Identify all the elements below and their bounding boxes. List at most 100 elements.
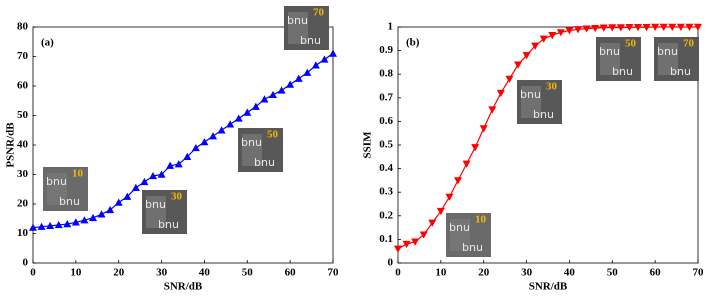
inset-texture: [288, 12, 308, 44]
inset-texture: [146, 196, 166, 228]
data-point: [479, 125, 488, 133]
data-point: [556, 29, 565, 37]
data-point: [234, 114, 243, 122]
data-point: [659, 23, 668, 31]
inset-text: bnu: [287, 14, 308, 27]
inset-number: 70: [683, 38, 695, 50]
data-point: [80, 216, 89, 224]
data-point: [54, 220, 63, 229]
inset-image: 50 bnu bnu: [238, 128, 283, 172]
data-point: [166, 161, 175, 169]
inset-text: bnu: [599, 45, 620, 58]
data-point: [685, 23, 694, 31]
inset-image: 10 bnu bnu: [43, 167, 88, 211]
y-tick-label: 60: [17, 80, 29, 92]
data-point: [514, 61, 522, 69]
data-point: [411, 238, 420, 246]
y-tick-label: 30: [17, 168, 29, 180]
x-tick-label: 10: [435, 267, 447, 279]
data-point: [574, 26, 582, 34]
inset-image: 10 bnu bnu: [446, 213, 491, 257]
data-point: [676, 23, 685, 31]
inset-text: bnu: [145, 198, 166, 211]
inset-text: bnu: [254, 156, 275, 169]
y-tick-label: 0.8: [379, 68, 393, 80]
inset-image: 30 bnu bnu: [517, 80, 562, 124]
data-point: [217, 126, 226, 134]
data-point: [243, 108, 252, 116]
data-point: [565, 27, 574, 35]
y-tick-label: 0.4: [379, 162, 393, 174]
data-point: [286, 80, 295, 88]
y-tick-label: 0.2: [379, 209, 393, 221]
inset-text: bnu: [520, 88, 541, 101]
panel-label: (a): [41, 37, 54, 49]
inset-texture: [450, 219, 470, 251]
x-axis-label: SNR/dB: [529, 281, 568, 293]
inset-number: 10: [72, 168, 84, 180]
x-tick-label: 70: [328, 267, 340, 279]
y-tick-label: 0.9: [379, 44, 393, 56]
data-point: [277, 86, 286, 94]
y-tick-label: 0: [388, 257, 394, 269]
data-point: [694, 23, 702, 31]
y-tick-label: 80: [17, 21, 29, 33]
inset-image: 30 bnu bnu: [142, 190, 187, 234]
data-point: [445, 193, 454, 201]
inset-text: bnu: [46, 175, 67, 188]
x-tick-label: 40: [564, 267, 576, 279]
data-point: [269, 90, 277, 99]
x-tick-label: 50: [607, 267, 619, 279]
data-point: [209, 132, 217, 140]
y-tick-label: 20: [17, 198, 29, 210]
data-point: [642, 24, 651, 32]
data-point: [303, 68, 312, 76]
inset-number: 30: [171, 191, 183, 203]
data-point: [183, 152, 192, 160]
inset-text: bnu: [449, 221, 470, 234]
inset-image: 70 bnu bnu: [654, 37, 699, 81]
data-point: [191, 143, 200, 152]
data-point: [616, 24, 625, 32]
x-tick-label: 50: [242, 267, 254, 279]
x-tick-label: 60: [285, 267, 297, 279]
x-tick-label: 0: [30, 267, 36, 279]
data-point: [320, 55, 329, 63]
inset-number: 70: [313, 7, 325, 19]
data-point: [294, 74, 303, 82]
inset-text: bnu: [657, 45, 678, 58]
x-tick-label: 30: [156, 267, 168, 279]
data-point: [89, 213, 97, 222]
y-tick-label: 0.7: [379, 91, 393, 103]
data-point: [37, 222, 46, 230]
x-tick-label: 0: [395, 267, 401, 279]
data-point: [226, 120, 235, 128]
data-point: [419, 231, 428, 239]
data-point: [428, 219, 437, 227]
data-point: [599, 24, 608, 32]
data-point: [106, 205, 115, 214]
y-tick-label: 1: [388, 21, 394, 33]
y-tick-label: 70: [17, 50, 29, 62]
data-point: [97, 210, 106, 218]
data-point: [582, 25, 591, 33]
plot-area: [397, 26, 699, 264]
panel-label: (b): [406, 37, 420, 49]
y-tick-label: 10: [17, 227, 29, 239]
data-point: [174, 160, 183, 168]
inset-text: bnu: [612, 65, 633, 78]
inset-number: 50: [267, 129, 279, 141]
inset-text: bnu: [533, 108, 554, 121]
inset-number: 10: [475, 214, 487, 226]
data-point: [471, 144, 480, 152]
data-point: [591, 24, 600, 33]
data-point: [488, 106, 497, 114]
inset-text: bnu: [59, 195, 80, 208]
inset-texture: [521, 86, 541, 118]
x-axis-label: SNR/dB: [164, 281, 203, 293]
data-point: [157, 170, 166, 178]
data-point: [200, 138, 209, 146]
inset-texture: [242, 134, 262, 166]
data-point: [436, 207, 445, 216]
